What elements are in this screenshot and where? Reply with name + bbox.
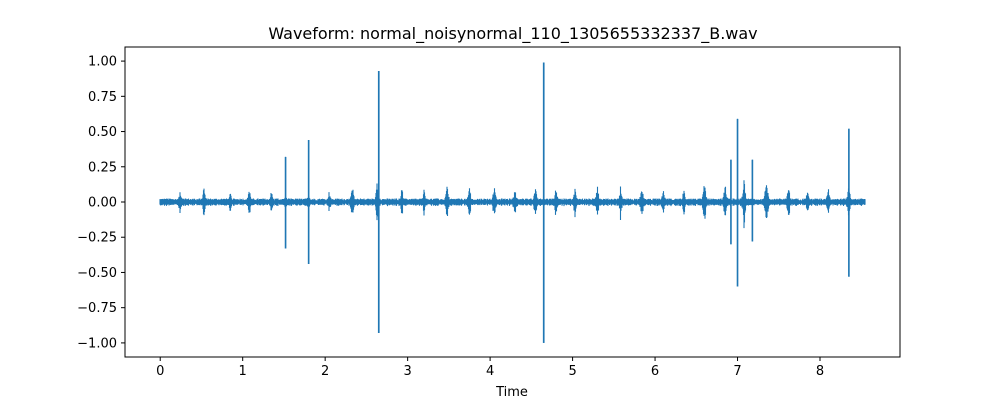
y-tick-label: 0.00 bbox=[88, 196, 117, 211]
x-tick-label: 1 bbox=[239, 364, 247, 379]
x-tick-label: 4 bbox=[486, 364, 494, 379]
x-tick-label: 0 bbox=[156, 364, 164, 379]
waveform-series bbox=[159, 62, 866, 343]
x-tick-label: 2 bbox=[321, 364, 329, 379]
chart-title: Waveform: normal_noisynormal_110_1305655… bbox=[268, 24, 757, 44]
y-tick-label: −0.75 bbox=[77, 301, 117, 316]
y-tick-label: 0.50 bbox=[88, 125, 117, 140]
x-tick-label: 7 bbox=[733, 364, 741, 379]
y-tick-label: 0.75 bbox=[88, 90, 117, 105]
y-tick-label: −1.00 bbox=[77, 336, 117, 351]
y-tick-label: −0.50 bbox=[77, 266, 117, 281]
y-axis: 1.00 0.75 0.50 0.25 0.00 −0.25 −0.50 −0.75 −1.00 bbox=[77, 55, 125, 351]
y-tick-label: 0.25 bbox=[88, 160, 117, 175]
x-tick-label: 6 bbox=[651, 364, 659, 379]
x-tick-label: 8 bbox=[816, 364, 824, 379]
x-axis-label: Time bbox=[495, 385, 528, 400]
y-tick-label: 1.00 bbox=[88, 55, 117, 70]
waveform-envelope bbox=[159, 62, 866, 343]
x-tick-label: 3 bbox=[403, 364, 411, 379]
y-tick-label: −0.25 bbox=[77, 231, 117, 246]
x-axis: 0 1 2 3 4 5 6 7 8 bbox=[156, 357, 824, 379]
x-tick-label: 5 bbox=[568, 364, 576, 379]
plot-area bbox=[124, 46, 901, 358]
